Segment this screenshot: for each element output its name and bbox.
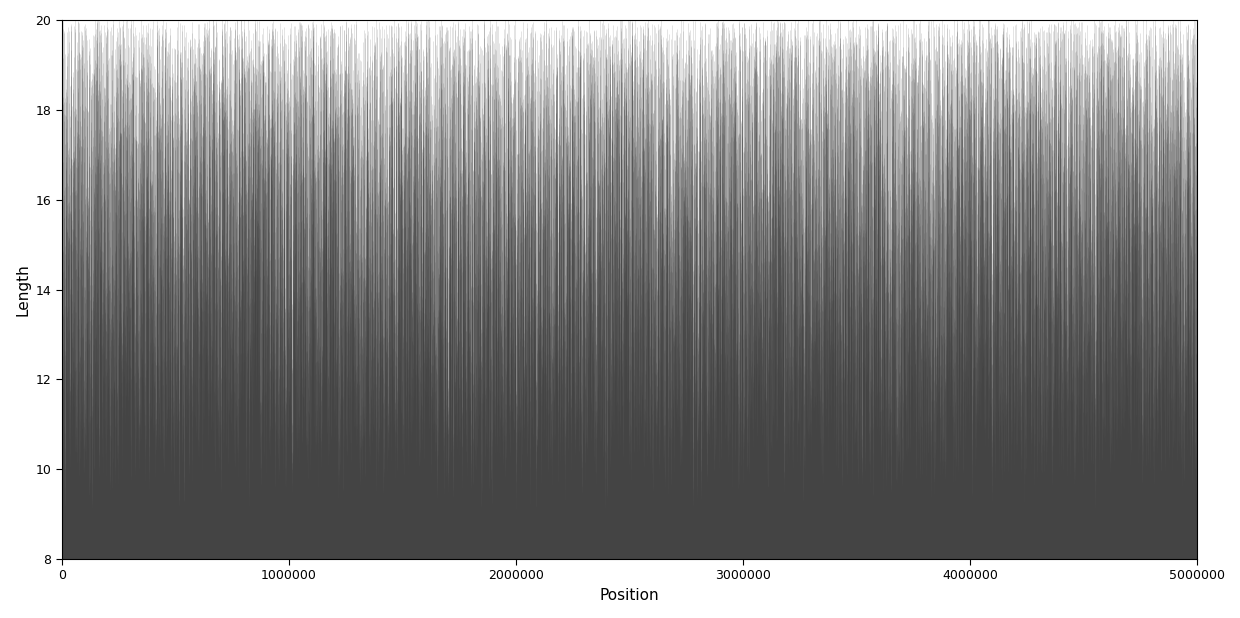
Y-axis label: Length: Length bbox=[15, 263, 30, 316]
X-axis label: Position: Position bbox=[600, 588, 660, 603]
